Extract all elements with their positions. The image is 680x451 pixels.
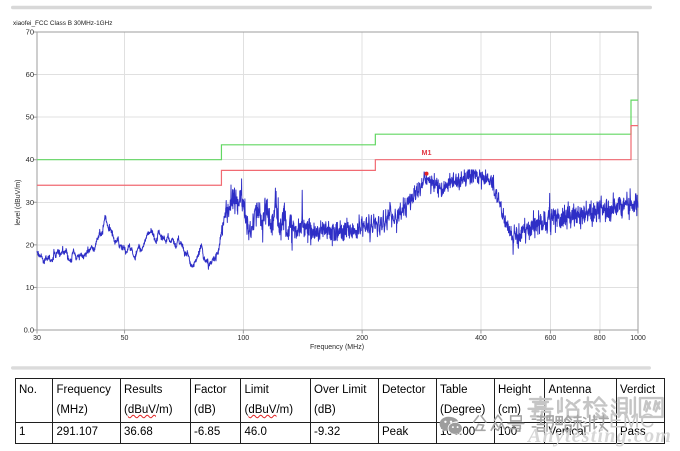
svg-text:800: 800	[594, 335, 606, 342]
svg-text:30: 30	[26, 198, 34, 207]
svg-text:20: 20	[26, 240, 34, 249]
svg-text:70: 70	[26, 28, 34, 37]
svg-text:400: 400	[475, 335, 487, 342]
svg-text:xiaofei_FCC Class B 30MHz-1GHz: xiaofei_FCC Class B 30MHz-1GHz	[13, 20, 112, 27]
svg-text:30: 30	[33, 335, 41, 342]
svg-text:100: 100	[238, 335, 250, 342]
svg-text:60: 60	[26, 70, 34, 79]
svg-text:Frequency (MHz): Frequency (MHz)	[310, 344, 364, 351]
svg-text:50: 50	[26, 113, 34, 122]
svg-text:40: 40	[26, 155, 34, 164]
svg-text:10: 10	[26, 283, 34, 292]
svg-text:0.0: 0.0	[24, 326, 34, 335]
svg-text:M1: M1	[422, 148, 432, 157]
svg-text:600: 600	[545, 335, 557, 342]
svg-text:1000: 1000	[630, 335, 646, 342]
svg-text:200: 200	[356, 335, 368, 342]
svg-text:level (dBuV/m): level (dBuV/m)	[15, 180, 22, 226]
svg-text:50: 50	[121, 335, 129, 342]
